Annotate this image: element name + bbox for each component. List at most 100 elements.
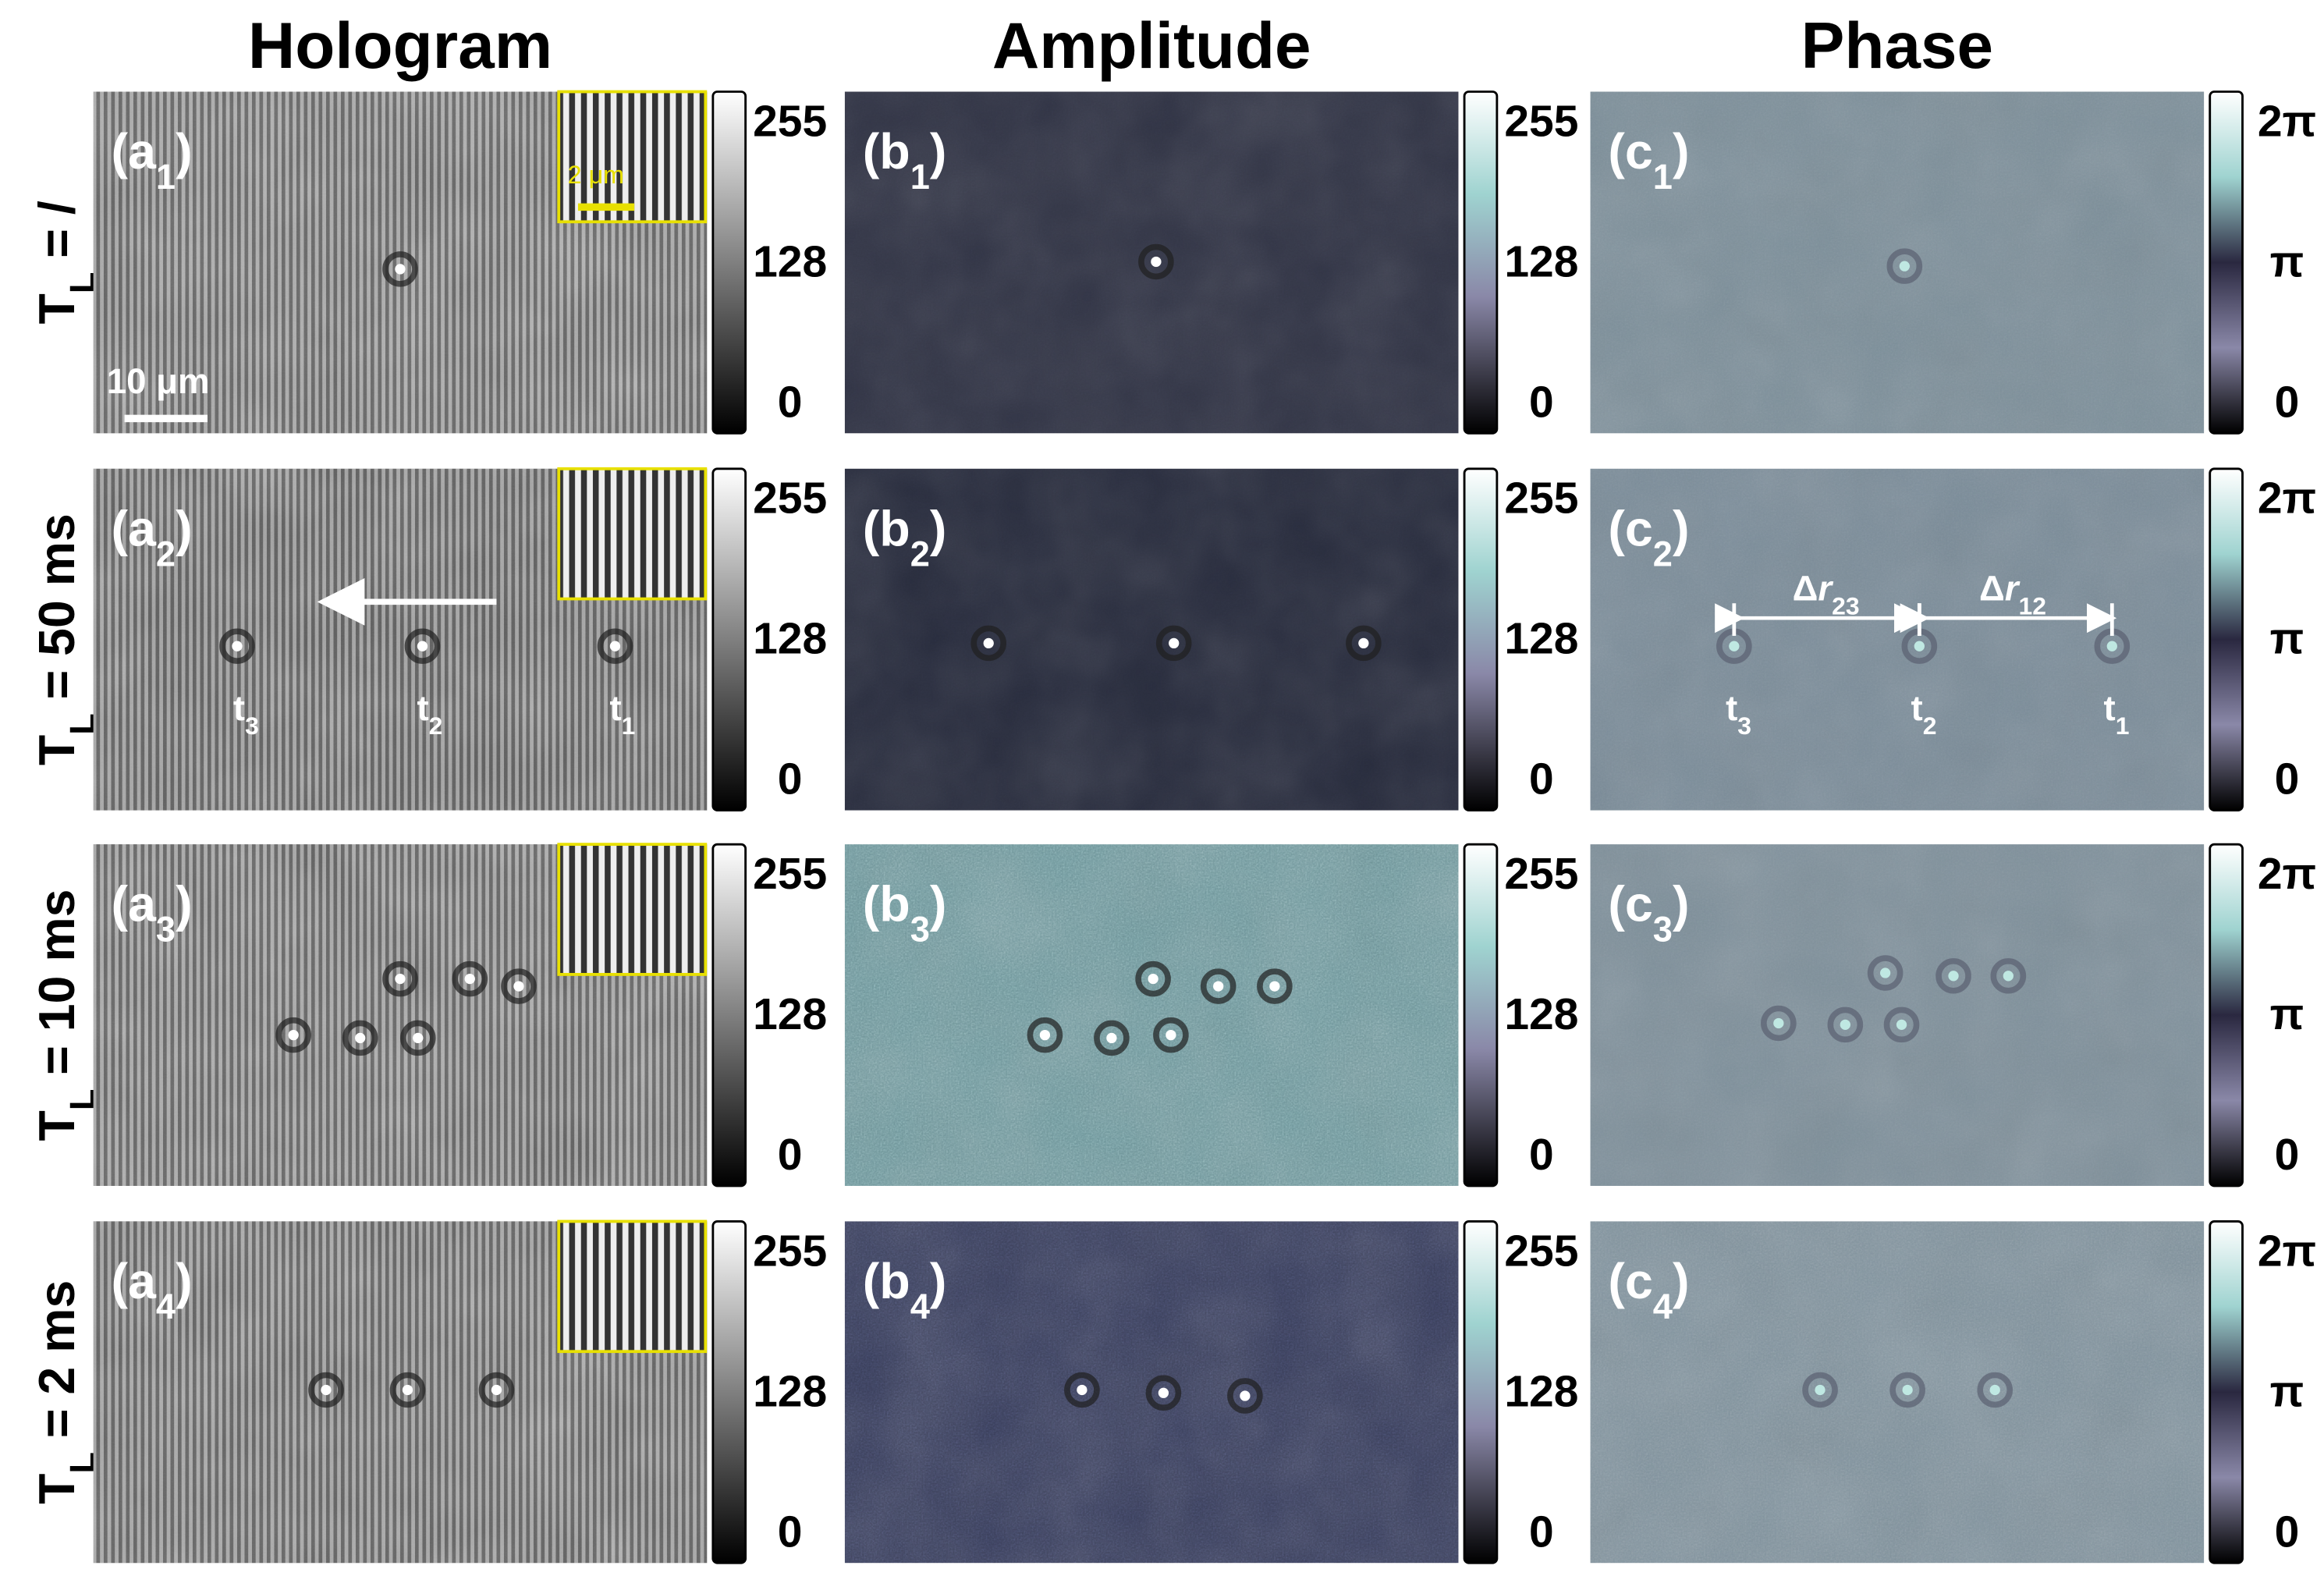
particle-core (288, 1029, 299, 1041)
particle-core (402, 1384, 413, 1396)
particle-core (395, 264, 406, 275)
colorbar (711, 1219, 747, 1564)
distance-label-part: r (2005, 568, 2021, 608)
distance-label-part: Δ (1793, 568, 1818, 608)
particle-core (1148, 973, 1158, 985)
panel-label-part: 2 (156, 534, 176, 573)
row-label-part: = 50 ms (29, 513, 85, 713)
panel-label-part: ) (1673, 500, 1690, 556)
colorbar (1463, 91, 1499, 435)
colorbar-tick: 0 (2275, 1507, 2300, 1557)
colorbar (2209, 91, 2244, 435)
distance-label-part: 12 (2019, 591, 2046, 619)
particle-core (464, 973, 475, 985)
colorbar-tick: 0 (2275, 754, 2300, 804)
colorbar-tick: π (2270, 1366, 2304, 1416)
row-label-part: = / (29, 201, 85, 272)
row-label: TL = 2 ms (29, 1280, 102, 1504)
panel-label: (a2) (111, 500, 192, 573)
panel-label-part: (c (1608, 123, 1652, 179)
particle-core (1948, 971, 1959, 982)
particle-core (609, 641, 621, 651)
colorbar-tick: 0 (778, 1130, 803, 1180)
particle-ring (1200, 968, 1237, 1004)
particle-core (1896, 1019, 1907, 1030)
colorbar-tick: 128 (753, 614, 827, 664)
panel-label: (b2) (863, 500, 947, 573)
particle-ring (1145, 1375, 1182, 1411)
time-label-part: t (417, 688, 428, 728)
panel-noise (844, 844, 1459, 1186)
panel-label: (a4) (111, 1253, 192, 1326)
panel-label-part: ) (930, 876, 947, 932)
colorbar-tick: 128 (1504, 989, 1578, 1039)
colorbar-tick: π (2270, 236, 2304, 286)
inset-scale-label: 2 μm (568, 161, 624, 189)
colorbar (2209, 467, 2244, 811)
panel-label: (c1) (1608, 123, 1689, 196)
distance-label-part: Δ (1979, 568, 2005, 608)
particle-ring (1886, 248, 1923, 284)
panel-label: (b4) (863, 1253, 947, 1326)
particle-core (1166, 1029, 1176, 1041)
panel-label: (b1) (863, 123, 947, 196)
panel-label-part: (a (111, 876, 157, 932)
particle-ring (1867, 955, 1904, 991)
particle-ring (382, 960, 418, 997)
panel-label-part: (a (111, 500, 157, 556)
panel-label-part: 3 (156, 909, 176, 949)
row-label: TL = 10 ms (29, 889, 102, 1141)
particle-ring (970, 625, 1007, 662)
column-title: Phase (1801, 9, 1993, 82)
panel-label-part: 1 (910, 157, 930, 197)
particle-ring (597, 628, 633, 664)
particle-core (2106, 641, 2117, 651)
panel-label-part: (c (1608, 876, 1652, 932)
colorbar-tick: 0 (1529, 1507, 1554, 1557)
particle-core (513, 981, 524, 992)
particle-core (232, 641, 243, 651)
time-label: t2 (417, 688, 442, 740)
panel-label-part: 4 (910, 1286, 930, 1326)
particle-core (1729, 641, 1740, 651)
row-label-part: T (29, 1474, 85, 1504)
colorbar (1463, 843, 1499, 1188)
particle-ring (478, 1372, 515, 1408)
particle-ring (1761, 1005, 1797, 1042)
panel-label-part: 4 (156, 1286, 176, 1326)
row-label-part: T (29, 735, 85, 765)
particle-core (395, 973, 406, 985)
column-title: Hologram (248, 9, 552, 82)
particle-ring (275, 1017, 311, 1053)
colorbar-tick: π (2270, 614, 2304, 664)
particle-core (1902, 1384, 1913, 1396)
particle-core (417, 641, 428, 651)
scale-bar-label: 10 μm (107, 361, 210, 401)
time-label-part: 2 (429, 712, 443, 740)
colorbar (2209, 1219, 2244, 1564)
particle-core (1989, 1384, 2000, 1396)
particle-core (1151, 256, 1162, 268)
time-label-part: 2 (1923, 712, 1937, 740)
distance-label: Δr12 (1979, 568, 2046, 619)
particle-ring (342, 1020, 378, 1056)
panel-label-part: (a (111, 1253, 157, 1309)
particle-ring (1138, 243, 1174, 280)
panel-label: (a3) (111, 876, 192, 949)
particle-ring (219, 628, 255, 664)
panel-label-part: (c (1608, 500, 1652, 556)
colorbar (1463, 1219, 1499, 1564)
time-label-part: t (609, 688, 621, 728)
particle-ring (1094, 1020, 1130, 1056)
particle-core (1169, 637, 1180, 649)
particle-ring (404, 628, 441, 664)
time-label-part: t (233, 688, 245, 728)
inset (557, 1219, 708, 1354)
particle-ring (1977, 1372, 2014, 1408)
time-label-part: t (2104, 688, 2116, 728)
particle-ring (1064, 1372, 1100, 1408)
colorbar-tick: 255 (753, 96, 827, 146)
time-label-part: 3 (245, 712, 259, 740)
colorbar-tick: 128 (753, 236, 827, 286)
particle-core (1914, 641, 1925, 651)
